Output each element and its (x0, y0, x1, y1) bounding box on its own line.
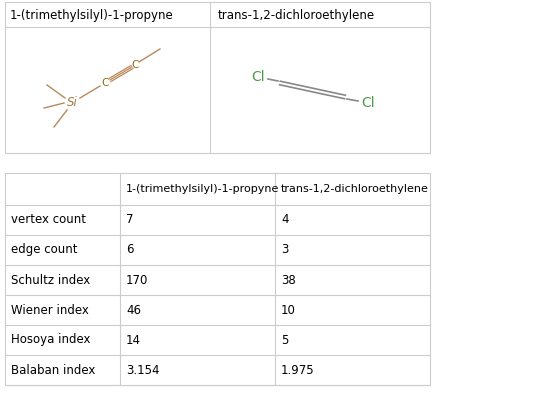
Text: 1-(trimethylsilyl)-1-propyne: 1-(trimethylsilyl)-1-propyne (126, 184, 279, 194)
Text: Cl: Cl (251, 70, 265, 84)
Text: Schultz index: Schultz index (11, 273, 90, 287)
Text: 5: 5 (281, 334, 288, 347)
Bar (5, 173, 430, 385)
Text: trans-1,2-dichloroethylene: trans-1,2-dichloroethylene (218, 8, 375, 21)
Text: Wiener index: Wiener index (11, 304, 89, 316)
Text: 1-(trimethylsilyl)-1-propyne: 1-(trimethylsilyl)-1-propyne (10, 8, 174, 21)
Bar (5, 2, 430, 153)
Text: Hosoya index: Hosoya index (11, 334, 91, 347)
Text: trans-1,2-dichloroethylene: trans-1,2-dichloroethylene (281, 184, 429, 194)
Text: edge count: edge count (11, 244, 77, 256)
Text: C: C (132, 60, 139, 70)
Text: 14: 14 (126, 334, 141, 347)
Text: 46: 46 (126, 304, 141, 316)
Text: 3: 3 (281, 244, 288, 256)
Text: 1.975: 1.975 (281, 363, 315, 377)
Text: 4: 4 (281, 213, 288, 226)
Text: Cl: Cl (361, 96, 375, 110)
Text: Si: Si (67, 96, 77, 109)
Text: 7: 7 (126, 213, 134, 226)
Text: C: C (101, 78, 108, 88)
Text: Balaban index: Balaban index (11, 363, 96, 377)
Text: 6: 6 (126, 244, 134, 256)
Text: 10: 10 (281, 304, 296, 316)
Text: 170: 170 (126, 273, 148, 287)
Text: 3.154: 3.154 (126, 363, 159, 377)
Text: 38: 38 (281, 273, 296, 287)
Text: vertex count: vertex count (11, 213, 86, 226)
